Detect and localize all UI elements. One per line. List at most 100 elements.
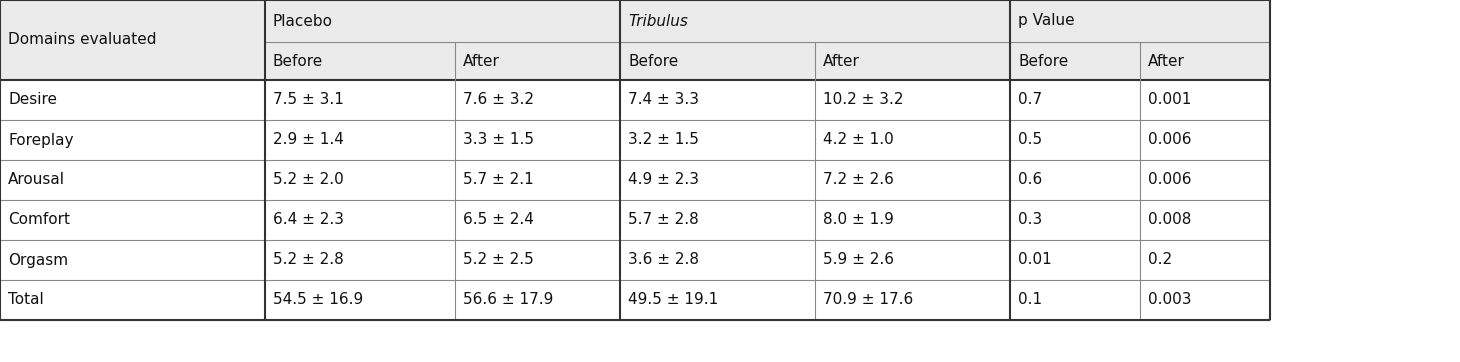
Bar (815, 80, 1010, 120)
Bar (1010, 160, 1140, 200)
Text: 49.5 ± 19.1: 49.5 ± 19.1 (628, 292, 718, 307)
Text: After: After (463, 54, 499, 68)
Bar (815, 42, 1010, 80)
Text: Desire: Desire (7, 93, 57, 108)
Text: 8.0 ± 1.9: 8.0 ± 1.9 (823, 212, 894, 227)
Bar (1140, 0, 1270, 42)
Text: Total: Total (7, 292, 44, 307)
Text: 0.3: 0.3 (1018, 212, 1042, 227)
Text: 7.5 ± 3.1: 7.5 ± 3.1 (273, 93, 345, 108)
Bar (266, 42, 456, 80)
Bar (815, 240, 1010, 280)
Text: 7.6 ± 3.2: 7.6 ± 3.2 (463, 93, 534, 108)
Text: 0.006: 0.006 (1148, 173, 1191, 188)
Text: After: After (1148, 54, 1186, 68)
Bar (620, 200, 815, 240)
Text: 7.2 ± 2.6: 7.2 ± 2.6 (823, 173, 894, 188)
Bar (815, 200, 1010, 240)
Text: 5.7 ± 2.1: 5.7 ± 2.1 (463, 173, 534, 188)
Text: Tribulus: Tribulus (628, 13, 688, 29)
Text: 0.7: 0.7 (1018, 93, 1042, 108)
Bar (456, 240, 620, 280)
Text: 5.2 ± 2.8: 5.2 ± 2.8 (273, 253, 343, 268)
Bar (1140, 160, 1270, 200)
Text: Orgasm: Orgasm (7, 253, 69, 268)
Text: 0.003: 0.003 (1148, 292, 1191, 307)
Bar (266, 160, 456, 200)
Bar (815, 280, 1010, 320)
Text: 7.4 ± 3.3: 7.4 ± 3.3 (628, 93, 699, 108)
Bar (1140, 120, 1270, 160)
Bar (456, 200, 620, 240)
Bar (1140, 200, 1270, 240)
Text: After: After (823, 54, 860, 68)
Text: 0.2: 0.2 (1148, 253, 1172, 268)
Text: 2.9 ± 1.4: 2.9 ± 1.4 (273, 132, 345, 147)
Bar (1140, 280, 1270, 320)
Text: 0.5: 0.5 (1018, 132, 1042, 147)
Bar (266, 80, 456, 120)
Text: 5.7 ± 2.8: 5.7 ± 2.8 (628, 212, 699, 227)
Bar (620, 120, 815, 160)
Bar (0, 280, 266, 320)
Bar (0, 0, 266, 80)
Bar (620, 160, 815, 200)
Bar (456, 280, 620, 320)
Bar (1140, 240, 1270, 280)
Bar (456, 0, 620, 42)
Text: Foreplay: Foreplay (7, 132, 73, 147)
Bar (1010, 0, 1140, 42)
Text: Placebo: Placebo (273, 13, 333, 29)
Text: 3.3 ± 1.5: 3.3 ± 1.5 (463, 132, 534, 147)
Bar (620, 0, 815, 42)
Bar (0, 120, 266, 160)
Bar (456, 80, 620, 120)
Text: Before: Before (628, 54, 679, 68)
Bar (0, 200, 266, 240)
Bar (1010, 42, 1140, 80)
Text: 56.6 ± 17.9: 56.6 ± 17.9 (463, 292, 553, 307)
Text: 0.001: 0.001 (1148, 93, 1191, 108)
Bar (815, 160, 1010, 200)
Text: 4.2 ± 1.0: 4.2 ± 1.0 (823, 132, 894, 147)
Text: Before: Before (1018, 54, 1069, 68)
Text: 3.2 ± 1.5: 3.2 ± 1.5 (628, 132, 699, 147)
Bar (1010, 120, 1140, 160)
Bar (1010, 80, 1140, 120)
Bar (266, 280, 456, 320)
Bar (815, 120, 1010, 160)
Text: 10.2 ± 3.2: 10.2 ± 3.2 (823, 93, 904, 108)
Text: 54.5 ± 16.9: 54.5 ± 16.9 (273, 292, 364, 307)
Text: 0.008: 0.008 (1148, 212, 1191, 227)
Bar (1140, 80, 1270, 120)
Text: 70.9 ± 17.6: 70.9 ± 17.6 (823, 292, 914, 307)
Text: 0.01: 0.01 (1018, 253, 1051, 268)
Bar (266, 120, 456, 160)
Bar (0, 240, 266, 280)
Text: 0.006: 0.006 (1148, 132, 1191, 147)
Text: 5.2 ± 2.5: 5.2 ± 2.5 (463, 253, 534, 268)
Text: Arousal: Arousal (7, 173, 66, 188)
Bar (0, 160, 266, 200)
Text: 3.6 ± 2.8: 3.6 ± 2.8 (628, 253, 699, 268)
Text: 0.1: 0.1 (1018, 292, 1042, 307)
Bar (456, 42, 620, 80)
Text: 6.5 ± 2.4: 6.5 ± 2.4 (463, 212, 534, 227)
Bar (815, 0, 1010, 42)
Bar (456, 160, 620, 200)
Bar (456, 120, 620, 160)
Text: 5.9 ± 2.6: 5.9 ± 2.6 (823, 253, 894, 268)
Bar (266, 200, 456, 240)
Bar (620, 80, 815, 120)
Bar (1140, 42, 1270, 80)
Bar (620, 280, 815, 320)
Bar (620, 240, 815, 280)
Bar (1010, 200, 1140, 240)
Bar (1010, 280, 1140, 320)
Text: Domains evaluated: Domains evaluated (7, 33, 156, 47)
Text: 0.6: 0.6 (1018, 173, 1042, 188)
Text: 4.9 ± 2.3: 4.9 ± 2.3 (628, 173, 699, 188)
Text: Comfort: Comfort (7, 212, 70, 227)
Bar (266, 0, 456, 42)
Bar (620, 42, 815, 80)
